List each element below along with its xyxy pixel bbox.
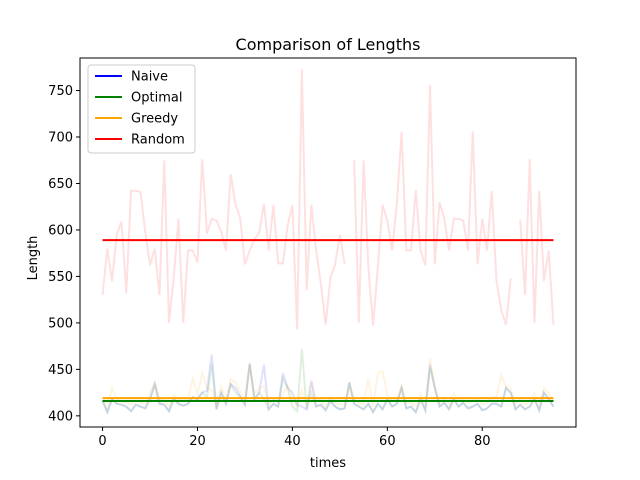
axes: 0 20 40 60 80 400 450 500 550 600 650 700 750 (48, 57, 577, 449)
legend-label-random: Random (131, 133, 185, 148)
x-tick-label: 80 (474, 434, 491, 449)
chart-title: Comparison of Lengths (236, 35, 421, 54)
legend-label-optimal: Optimal (131, 91, 182, 106)
series-line-naive (101, 354, 555, 415)
x-axis-title: times (310, 456, 346, 471)
axes-frame (79, 57, 577, 428)
x-tick-label: 40 (284, 434, 301, 449)
legend-label-naive: Naive (131, 70, 168, 85)
x-tick-label: 0 (98, 434, 106, 449)
y-tick-label: 450 (48, 363, 73, 378)
y-tick-label: 550 (48, 270, 73, 285)
y-tick-label: 750 (48, 84, 73, 99)
x-tick-label: 20 (189, 434, 206, 449)
y-axis-title: Length (26, 236, 41, 281)
legend-box (87, 64, 196, 154)
series-line-optimal (101, 348, 555, 415)
y-tick-label: 650 (48, 177, 73, 192)
y-tick-label: 600 (48, 223, 73, 238)
plot-area (101, 69, 555, 415)
x-tick-label: 60 (379, 434, 396, 449)
y-tick-label: 500 (48, 316, 73, 331)
legend: Naive Optimal Greedy Random (87, 64, 196, 154)
y-tick-label: 700 (48, 131, 73, 146)
legend-label-greedy: Greedy (131, 112, 178, 127)
y-tick-label: 400 (48, 409, 73, 424)
